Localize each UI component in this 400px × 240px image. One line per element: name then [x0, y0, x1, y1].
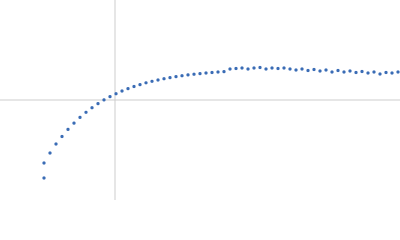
point	[42, 161, 46, 165]
point	[96, 102, 100, 106]
point	[300, 67, 304, 71]
point	[78, 115, 82, 119]
point	[342, 70, 346, 74]
point	[60, 134, 64, 139]
point	[198, 72, 202, 76]
point	[66, 127, 70, 131]
point	[396, 70, 400, 74]
point	[234, 66, 238, 71]
point	[162, 77, 166, 81]
point	[90, 106, 94, 110]
point	[54, 142, 58, 146]
point	[228, 67, 232, 71]
point	[390, 71, 394, 75]
point	[348, 69, 352, 73]
point	[240, 66, 244, 70]
point	[246, 67, 250, 71]
point	[318, 69, 322, 73]
point	[312, 67, 316, 72]
point	[276, 66, 280, 71]
point	[294, 68, 298, 72]
point	[330, 70, 334, 74]
point	[84, 110, 88, 114]
point	[132, 84, 136, 89]
point	[210, 70, 214, 75]
point	[48, 151, 52, 155]
point	[72, 121, 76, 125]
point	[282, 66, 286, 70]
point	[360, 69, 364, 74]
point	[204, 71, 208, 75]
point	[144, 81, 148, 85]
point	[138, 83, 142, 87]
point	[306, 68, 310, 73]
point	[378, 72, 382, 76]
point	[156, 78, 160, 82]
point	[150, 79, 154, 83]
point	[192, 72, 196, 76]
point	[264, 67, 268, 71]
point	[354, 70, 358, 75]
point	[186, 73, 190, 77]
point	[372, 70, 376, 74]
point	[336, 68, 340, 73]
point	[108, 95, 112, 99]
point	[42, 176, 46, 180]
page: (() => { const data = JSON.parse(documen…	[0, 0, 400, 200]
point	[252, 66, 256, 70]
point	[222, 70, 226, 74]
point	[180, 74, 184, 78]
point	[288, 67, 292, 71]
chart	[0, 0, 400, 200]
point	[324, 68, 328, 72]
point	[270, 66, 274, 70]
point	[102, 98, 106, 102]
point	[258, 65, 262, 70]
point	[366, 71, 370, 75]
point	[384, 70, 388, 75]
point	[168, 76, 172, 80]
point	[120, 89, 124, 93]
point	[126, 87, 130, 91]
point	[216, 70, 220, 74]
point	[174, 75, 178, 79]
point	[114, 92, 118, 96]
